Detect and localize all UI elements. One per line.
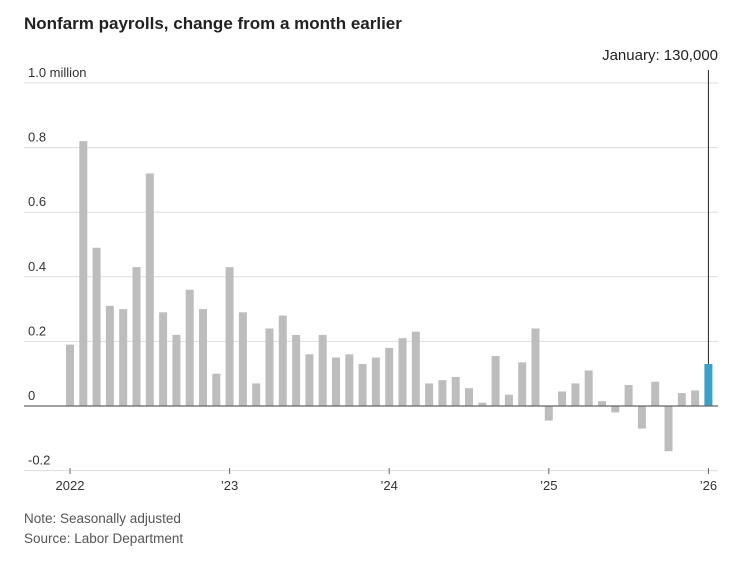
bar: [451, 376, 460, 406]
bar: [318, 334, 327, 406]
bar: [411, 331, 420, 406]
x-tick-label: ’25: [540, 478, 557, 493]
bar: [199, 309, 207, 406]
bar: [305, 354, 314, 406]
bar: [66, 344, 74, 406]
x-tick-label: ’23: [221, 478, 238, 493]
y-tick-label: 0.6: [28, 194, 46, 209]
bar-chart: 1.0 million 0.8 0.6 0.4 0.2 0 -0.2 2022 ’23 ’24 ’…: [24, 47, 718, 493]
bar: [252, 383, 261, 406]
bar: [278, 315, 287, 406]
bar: [478, 402, 487, 406]
bar: [558, 391, 567, 406]
y-tick-label: 1.0 million: [28, 65, 87, 80]
y-tick-label: 0.4: [28, 259, 46, 274]
bar: [465, 388, 473, 406]
bar: [238, 312, 247, 406]
bar: [504, 394, 513, 406]
bar: [79, 141, 88, 406]
bar: [92, 247, 101, 406]
bar: [651, 381, 660, 406]
bar: [398, 338, 407, 406]
bar: [265, 328, 274, 406]
bar: [145, 173, 154, 406]
bar: [438, 380, 447, 406]
bar: [119, 309, 128, 406]
x-tick-label: ’26: [700, 478, 717, 493]
bar: [584, 370, 593, 406]
bar: [345, 354, 354, 406]
bar: [358, 364, 367, 406]
chart-title: Nonfarm payrolls, change from a month ea…: [24, 14, 402, 33]
bar: [691, 390, 700, 406]
bar: [132, 267, 141, 406]
bar: [212, 373, 221, 406]
highlight-bar: [704, 364, 713, 406]
bar: [425, 383, 434, 406]
x-tick-label: ’24: [381, 478, 398, 493]
bar: [371, 357, 380, 406]
bar: [571, 383, 580, 406]
callout-label: January: 130,000: [602, 47, 718, 64]
note-text: Note: Seasonally adjusted: [24, 511, 181, 526]
bar: [637, 406, 646, 429]
bar: [225, 267, 234, 406]
bar: [105, 305, 114, 406]
bar: [172, 334, 181, 406]
bar: [677, 393, 686, 406]
bar: [531, 328, 540, 406]
bar: [491, 355, 500, 406]
bar: [159, 312, 168, 406]
bar: [664, 406, 673, 452]
y-tick-label: 0.2: [28, 323, 46, 338]
bar: [611, 406, 620, 413]
source-text: Source: Labor Department: [24, 531, 184, 546]
y-tick-label: 0.8: [28, 130, 46, 145]
x-tick-label: 2022: [56, 478, 85, 493]
bar: [292, 334, 301, 406]
y-tick-label: -0.2: [28, 453, 50, 468]
y-tick-label: 0: [28, 388, 35, 403]
bar: [385, 347, 394, 406]
bar: [624, 385, 633, 406]
bar: [185, 289, 194, 406]
bar: [544, 406, 553, 421]
bar: [332, 357, 340, 406]
bar: [518, 362, 527, 406]
bar: [598, 401, 606, 406]
